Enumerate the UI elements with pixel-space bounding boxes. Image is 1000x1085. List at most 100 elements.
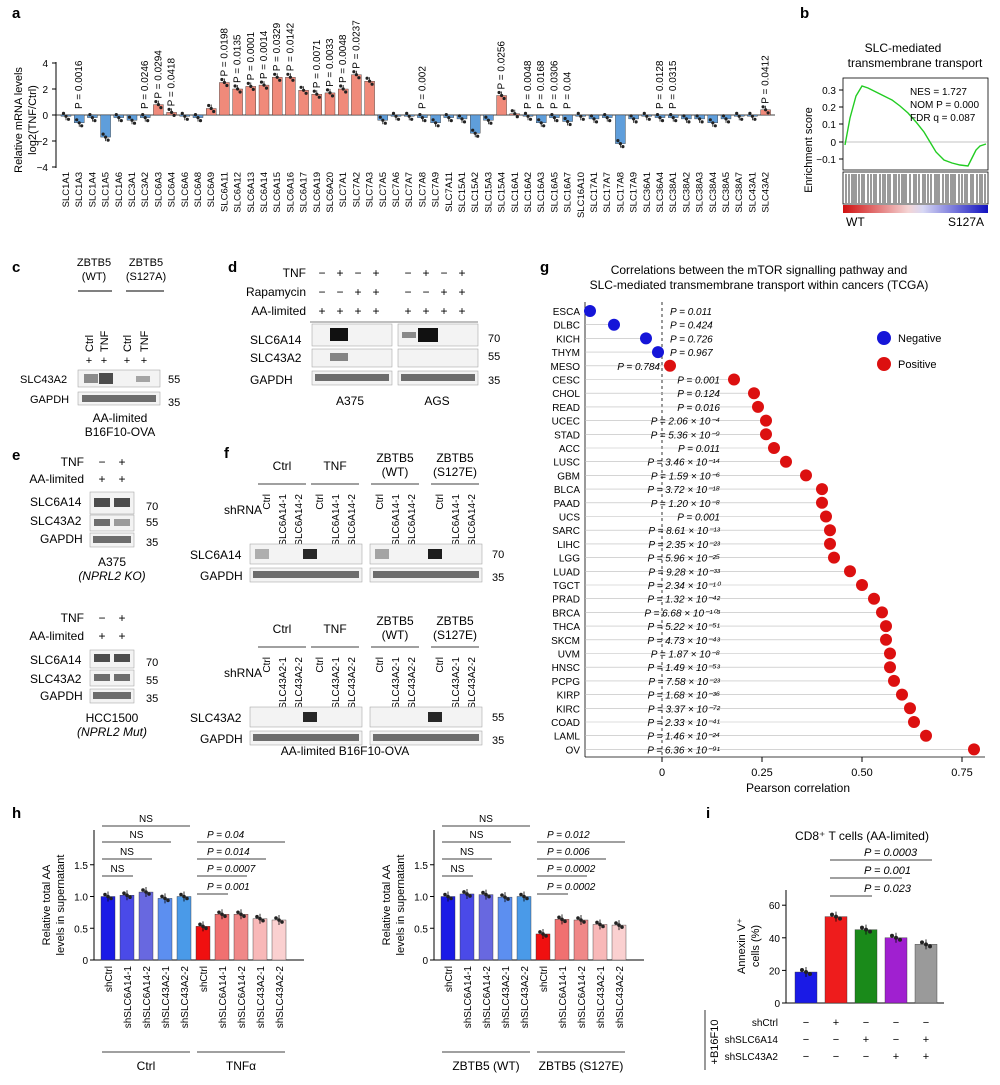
a-dot	[238, 90, 242, 94]
a-dot	[528, 117, 533, 121]
g-point	[824, 537, 836, 550]
g-point	[820, 510, 832, 523]
a-dot	[735, 111, 739, 115]
i-ytick-label: 40	[769, 934, 781, 945]
h-dot	[182, 894, 186, 899]
h-ns-label: NS	[139, 814, 153, 825]
h-dot	[503, 895, 507, 899]
a-dot	[568, 122, 572, 127]
h-dot	[620, 925, 624, 929]
h-p-label: P = 0.012	[547, 830, 590, 841]
a-xtick-label: SLC6A15	[272, 172, 283, 213]
h-dot	[236, 910, 240, 915]
g-cancer-label: LAML	[554, 732, 581, 743]
a-dot	[117, 116, 121, 120]
a-dot	[629, 114, 633, 118]
i-p-label: P = 0.023	[864, 883, 912, 895]
panel-b-title-1: SLC-mediated	[865, 41, 942, 55]
d-sign: +	[318, 304, 325, 318]
h-bar	[176, 896, 192, 961]
g-point	[664, 359, 676, 372]
d-sign: −	[422, 285, 429, 299]
d-sign: +	[336, 266, 343, 280]
g-cancer-label: PCPG	[552, 677, 581, 688]
g-point	[904, 702, 916, 715]
a-dot	[711, 121, 715, 125]
a-dot	[196, 116, 200, 120]
i-sign: −	[893, 1034, 899, 1046]
a-xtick-label: SLC38A1	[668, 172, 679, 213]
g-pvalue: P = 1.87 × 10⁻⁸	[651, 650, 720, 661]
a-pvalue: P = 0.0048	[523, 60, 534, 109]
a-xtick-label: SLC6A4	[167, 172, 178, 207]
a-xtick-label: SLC7A2	[351, 172, 362, 207]
h-dot	[239, 912, 243, 917]
h-ytick-label: 0	[422, 956, 428, 967]
g-point	[760, 428, 772, 441]
panel-i-label: i	[706, 805, 710, 822]
a-dot	[146, 119, 150, 123]
f-lane-label: Ctrl	[375, 494, 386, 510]
a-dot	[473, 131, 477, 135]
a-dot	[563, 116, 567, 121]
g-point	[908, 716, 920, 728]
panel-e-tnf-1: −	[98, 455, 105, 469]
h-xtick-label: shSLC43A2-2	[180, 966, 191, 1029]
panel-e-tnf-2: +	[118, 455, 125, 469]
panel-c-plus-row: + + + +	[86, 355, 147, 367]
h-dot	[522, 894, 526, 899]
panel-b-rank-bar	[843, 205, 988, 213]
i-sign: +	[833, 1017, 839, 1029]
a-dot	[753, 117, 757, 121]
h-bar	[497, 896, 513, 961]
h-dot	[147, 892, 151, 896]
a-dot	[460, 117, 464, 121]
a-dot	[154, 100, 158, 104]
i-sign: +	[923, 1051, 929, 1063]
a-dot	[262, 83, 266, 87]
h-xtick-label: shSLC6A14-2	[577, 966, 588, 1029]
h-dot	[277, 918, 281, 922]
a-xtick-label: SLC17A7	[602, 172, 613, 213]
h-ylabel-1: Relative total AA	[41, 864, 53, 945]
a-dot	[748, 111, 752, 115]
a-xtick-label: SLC1A4	[87, 172, 98, 207]
a-xtick-label: SLC6A3	[153, 172, 164, 207]
h-dot	[525, 896, 529, 901]
a-xtick-label: SLC38A5	[721, 172, 732, 213]
g-pvalue: P = 3.72 × 10⁻¹⁸	[647, 485, 720, 496]
a-xtick-label: SLC38A7	[734, 172, 745, 213]
d-mw-label: 55	[488, 351, 500, 363]
a-dot	[581, 117, 585, 121]
h-dot	[109, 896, 113, 901]
h-dot	[128, 895, 132, 900]
f-group-label: ZBTB5	[376, 614, 414, 628]
a-xtick-label: SLC38A3	[695, 172, 706, 213]
d-row-label: AA-limited	[251, 304, 306, 318]
h-dot	[255, 914, 259, 919]
a-dot	[761, 105, 765, 109]
g-pvalue: P = 3.46 × 10⁻¹⁴	[647, 458, 720, 469]
panel-b-wt-label: WT	[846, 215, 865, 229]
b-ytick-label: −0.1	[816, 155, 836, 166]
i-sign: −	[833, 1051, 839, 1063]
panel-h: h Relative total AA levels in supernatant…	[12, 805, 644, 1073]
h-dot	[519, 892, 523, 897]
panel-e-bot-mw2: 55	[146, 675, 158, 687]
g-cancer-label: SKCM	[551, 636, 580, 647]
panel-e-blot2-label: SLC43A2	[30, 514, 82, 528]
f-lane-label: SLC6A14-1	[331, 494, 342, 546]
panel-e-bot-row2: AA-limited	[29, 629, 84, 643]
panel-c-mw2: 35	[168, 397, 180, 409]
a-dot	[273, 72, 277, 76]
a-dot	[660, 119, 665, 123]
i-dot	[834, 914, 838, 919]
panel-f-caption: AA-limited B16F10-OVA	[281, 744, 410, 758]
panel-c-caption1: AA-limited	[93, 411, 148, 425]
a-dot	[233, 84, 237, 88]
panel-e-label: e	[12, 447, 20, 464]
panel-g-title-1: Correlations between the mTOR signalling…	[611, 263, 908, 277]
f-group-label: Ctrl	[273, 459, 292, 473]
g-pvalue: P = 5.22 × 10⁻⁵¹	[648, 622, 721, 633]
g-cancer-label: GBM	[557, 471, 580, 482]
